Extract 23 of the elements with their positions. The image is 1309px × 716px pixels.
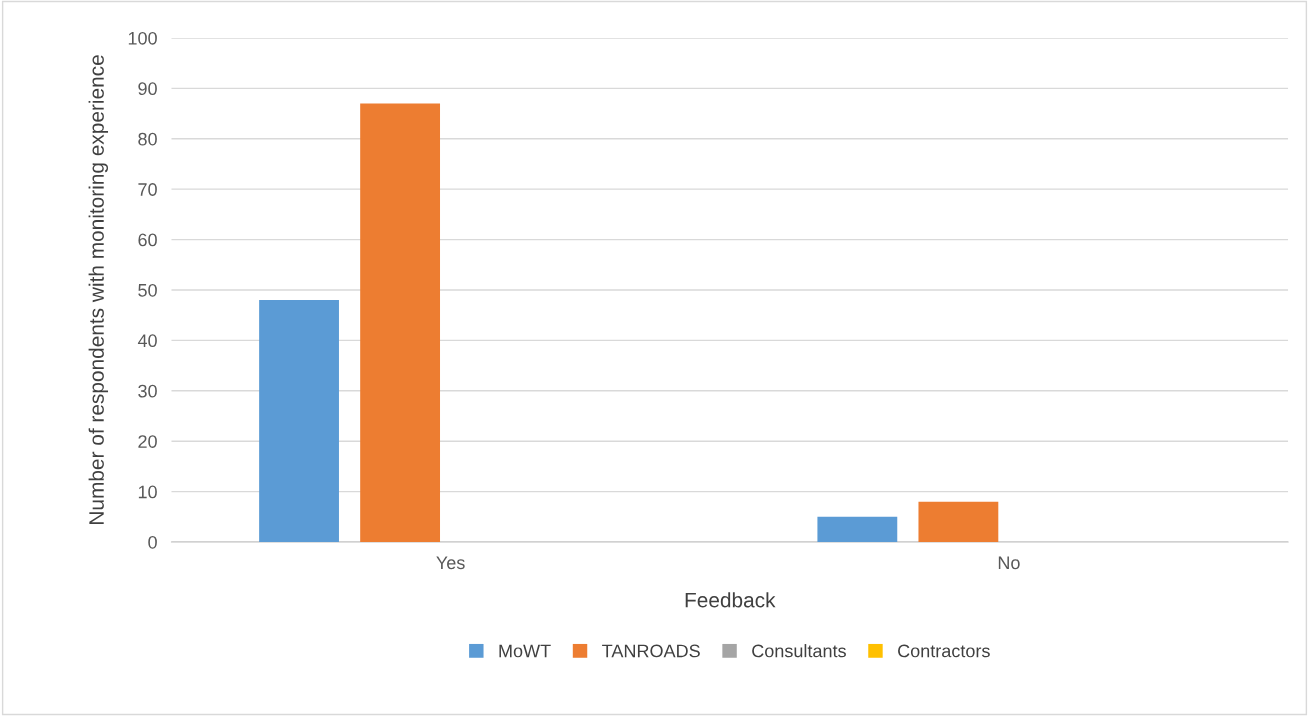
y-tick-label: 40 xyxy=(137,334,157,348)
y-tick-label: 50 xyxy=(138,283,157,297)
y-tick-label: 90 xyxy=(138,82,157,96)
bar xyxy=(918,501,999,543)
y-tick-label: 80 xyxy=(138,132,157,146)
legend-label: TANROADS xyxy=(602,644,700,658)
bar xyxy=(360,103,441,543)
legend-label: Consultants xyxy=(752,644,846,658)
y-tick-label: 20 xyxy=(138,435,157,448)
x-tick-label: Yes xyxy=(436,556,465,570)
legend-label: Contractors xyxy=(898,644,990,658)
y-tick-label: 60 xyxy=(138,233,157,247)
legend-label: MoWT xyxy=(499,644,551,658)
y-tick-label: 30 xyxy=(138,384,157,398)
y-axis-title: Number of respondents with monitoring experience xyxy=(88,55,109,524)
y-tick-label: 70 xyxy=(138,183,157,196)
x-axis-title: Feedback xyxy=(685,592,776,608)
y-tick-label: 0 xyxy=(148,535,157,549)
y-tick-label: 10 xyxy=(138,485,157,499)
x-tick-label: No xyxy=(998,556,1020,570)
bar xyxy=(259,300,339,543)
bar xyxy=(817,516,898,543)
y-tick-label: 100 xyxy=(128,31,157,45)
